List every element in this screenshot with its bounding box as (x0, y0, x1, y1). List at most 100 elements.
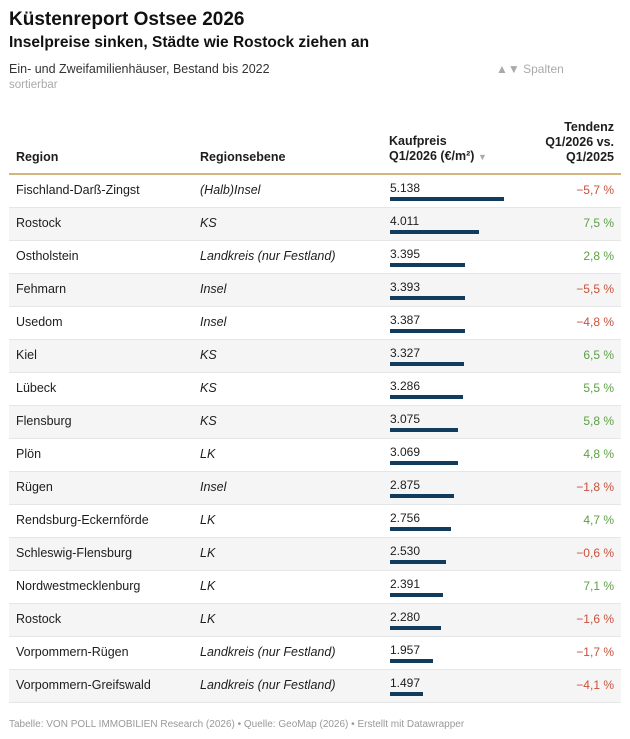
table-body: Fischland-Darß-Zingst (Halb)Insel 5.138 −5,… (9, 175, 621, 703)
footer-credits: Tabelle: VON POLL IMMOBILIEN Research (2… (9, 719, 465, 730)
table-row: Lübeck KS 3.286 5,5 % (9, 373, 621, 406)
price-bar (390, 197, 504, 201)
cell-trend: −5,5 % (576, 282, 614, 296)
cell-level: Landkreis (nur Festland) (200, 678, 336, 692)
cell-trend: 7,1 % (583, 579, 614, 593)
cell-trend: −0,6 % (576, 546, 614, 560)
price-bar (390, 692, 423, 696)
cell-region: Flensburg (16, 414, 72, 428)
price-bar (390, 527, 451, 531)
cell-trend: −1,6 % (576, 612, 614, 626)
table-row: Schleswig-Flensburg LK 2.530 −0,6 % (9, 538, 621, 571)
cell-region: Schleswig-Flensburg (16, 546, 133, 560)
cell-price: 3.069 (390, 445, 421, 459)
cell-trend: −4,8 % (576, 315, 614, 329)
table-row: Fehmarn Insel 3.393 −5,5 % (9, 274, 621, 307)
table-row: Plön LK 3.069 4,8 % (9, 439, 621, 472)
cell-level: LK (200, 513, 216, 527)
cell-region: Rostock (16, 612, 62, 626)
cell-level: KS (200, 381, 217, 395)
price-bar (390, 494, 454, 498)
cell-price: 5.138 (390, 181, 421, 195)
table-row: Flensburg KS 3.075 5,8 % (9, 406, 621, 439)
cell-region: Nordwestmecklenburg (16, 579, 141, 593)
cell-region: Rostock (16, 216, 62, 230)
cell-region: Rügen (16, 480, 53, 494)
column-header-trend[interactable]: Tendenz Q1/2026 vs. Q1/2025 (494, 120, 614, 165)
cell-price: 3.286 (390, 379, 421, 393)
table-row: Fischland-Darß-Zingst (Halb)Insel 5.138 −5,… (9, 175, 621, 208)
price-bar (390, 230, 479, 234)
price-bar (390, 395, 463, 399)
price-bar (390, 263, 465, 267)
cell-price: 1.497 (390, 676, 421, 690)
price-bar (390, 593, 443, 597)
table-row: Rügen Insel 2.875 −1,8 % (9, 472, 621, 505)
cell-price: 2.280 (390, 610, 421, 624)
chart-subtitle: Inselpreise sinken, Städte wie Rostock z… (9, 34, 370, 51)
cell-level: Insel (200, 315, 227, 329)
cell-price: 3.327 (390, 346, 421, 360)
cell-level: LK (200, 612, 216, 626)
table-row: Rendsburg-Eckernförde LK 2.756 4,7 % (9, 505, 621, 538)
cell-region: Vorpommern-Greifswald (16, 678, 151, 692)
cell-level: LK (200, 579, 216, 593)
cell-price: 3.075 (390, 412, 421, 426)
column-header-level[interactable]: Regionsebene (200, 150, 286, 164)
cell-level: LK (200, 447, 216, 461)
cell-price: 2.530 (390, 544, 421, 558)
cell-trend: −4,1 % (576, 678, 614, 692)
table-row: Vorpommern-Greifswald Landkreis (nur Fest… (9, 670, 621, 703)
cell-level: Insel (200, 282, 227, 296)
price-bar (390, 560, 446, 564)
table-header: Region Regionsebene Kaufpreis Q1/2026 (€… (9, 115, 621, 175)
cell-level: LK (200, 546, 216, 560)
trend-header-line1: Tendenz (564, 120, 614, 134)
price-header-line2: Q1/2026 (€/m²) (389, 149, 475, 163)
cell-trend: −5,7 % (576, 183, 614, 197)
cell-level: KS (200, 348, 217, 362)
price-bar (390, 362, 464, 366)
cell-region: Kiel (16, 348, 37, 362)
cell-trend: 4,7 % (583, 513, 614, 527)
sortable-note: sortierbar (9, 79, 58, 91)
table-row: Rostock KS 4.011 7,5 % (9, 208, 621, 241)
cell-level: (Halb)Insel (200, 183, 261, 197)
column-header-region[interactable]: Region (16, 150, 59, 164)
table-row: Vorpommern-Rügen Landkreis (nur Festland)… (9, 637, 621, 670)
price-bar (390, 626, 441, 630)
table-row: Ostholstein Landkreis (nur Festland) 3.395… (9, 241, 621, 274)
chart-description: Ein- und Zweifamilienhäuser, Bestand bis… (9, 62, 270, 76)
cell-price: 3.393 (390, 280, 421, 294)
cell-price: 2.756 (390, 511, 421, 525)
cell-trend: 2,8 % (583, 249, 614, 263)
trend-header-line3: Q1/2025 (566, 150, 614, 164)
cell-trend: 5,5 % (583, 381, 614, 395)
cell-region: Fehmarn (16, 282, 67, 296)
table-row: Kiel KS 3.327 6,5 % (9, 340, 621, 373)
cell-region: Usedom (16, 315, 63, 329)
cell-level: KS (200, 216, 217, 230)
cell-level: Landkreis (nur Festland) (200, 249, 336, 263)
column-header-price[interactable]: Kaufpreis Q1/2026 (€/m²) ▼ (389, 134, 519, 165)
price-bar (390, 296, 465, 300)
chart-title: Küstenreport Ostsee 2026 (9, 9, 245, 30)
cell-trend: 4,8 % (583, 447, 614, 461)
cell-trend: 7,5 % (583, 216, 614, 230)
cell-region: Fischland-Darß-Zingst (16, 183, 140, 197)
price-bar (390, 659, 433, 663)
table-row: Usedom Insel 3.387 −4,8 % (9, 307, 621, 340)
cell-price: 2.391 (390, 577, 421, 591)
cell-price: 3.395 (390, 247, 421, 261)
cell-region: Plön (16, 447, 42, 461)
cell-trend: −1,7 % (576, 645, 614, 659)
cell-price: 3.387 (390, 313, 421, 327)
cell-region: Vorpommern-Rügen (16, 645, 129, 659)
cell-trend: −1,8 % (576, 480, 614, 494)
price-header-line1: Kaufpreis (389, 134, 447, 148)
price-bar (390, 461, 458, 465)
cell-trend: 6,5 % (583, 348, 614, 362)
columns-toggle-button[interactable]: ▲▼ Spalten (496, 62, 564, 76)
cell-region: Rendsburg-Eckernförde (16, 513, 149, 527)
cell-price: 2.875 (390, 478, 421, 492)
